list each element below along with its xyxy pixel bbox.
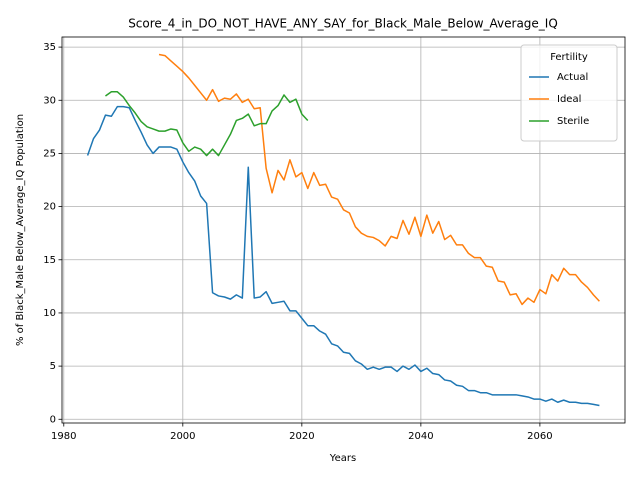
y-tick-label: 25: [43, 148, 56, 159]
legend-label: Actual: [557, 72, 588, 83]
line: [86, 105, 600, 407]
legend-label: Sterile: [557, 116, 589, 127]
plot-frame: [61, 36, 626, 424]
x-tick-label: 1980: [51, 431, 76, 442]
x-tick-label: 2040: [408, 431, 433, 442]
legend-box: [520, 44, 618, 142]
y-tick-label: 10: [43, 308, 56, 319]
line: [158, 53, 600, 306]
legend-title: Fertility: [550, 52, 588, 63]
y-axis-label: % of Black_Male Below_Average_IQ Populat…: [15, 114, 26, 346]
chart-title: Score_4_in_DO_NOT_HAVE_ANY_SAY_for_Black…: [128, 17, 558, 31]
y-tick-label: 30: [43, 95, 56, 106]
y-tick-label: 5: [50, 361, 56, 372]
y-tick-label: 35: [43, 42, 56, 53]
x-tick-label: 2060: [527, 431, 552, 442]
x-tick-label: 2020: [289, 431, 314, 442]
y-tick-label: 15: [43, 255, 56, 266]
y-tick-label: 20: [43, 202, 56, 213]
legend-label: Ideal: [557, 94, 581, 105]
x-axis-label: Years: [329, 453, 356, 464]
x-tick-label: 2000: [170, 431, 195, 442]
y-tick-label: 0: [50, 414, 56, 425]
line: [105, 91, 309, 157]
